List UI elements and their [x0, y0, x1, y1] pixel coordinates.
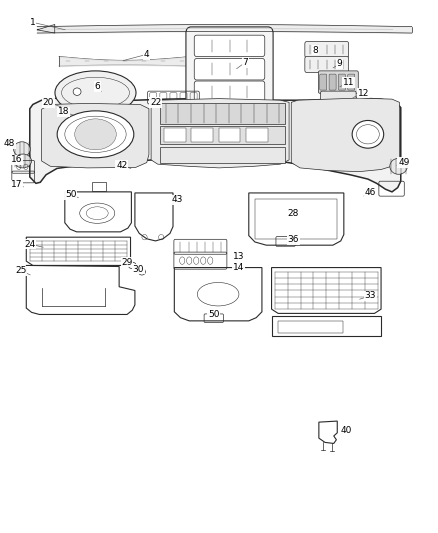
- Text: 14: 14: [233, 263, 244, 272]
- Ellipse shape: [57, 111, 134, 158]
- Ellipse shape: [55, 71, 136, 115]
- Text: 22: 22: [150, 98, 161, 107]
- Text: 40: 40: [340, 426, 352, 435]
- FancyBboxPatch shape: [186, 27, 273, 139]
- FancyBboxPatch shape: [305, 42, 349, 58]
- Text: 1: 1: [30, 18, 36, 27]
- Ellipse shape: [74, 119, 116, 150]
- Text: 7: 7: [242, 58, 248, 67]
- Bar: [255, 199, 337, 239]
- Text: 33: 33: [364, 292, 376, 300]
- Text: 18: 18: [58, 108, 69, 116]
- Text: 29: 29: [121, 258, 133, 266]
- FancyBboxPatch shape: [194, 81, 265, 102]
- Text: 50: 50: [208, 310, 219, 319]
- Polygon shape: [37, 25, 55, 33]
- Bar: [92, 182, 106, 191]
- Bar: [219, 128, 240, 142]
- Text: 17: 17: [11, 181, 22, 189]
- Ellipse shape: [14, 154, 32, 168]
- Polygon shape: [30, 98, 401, 192]
- Ellipse shape: [390, 158, 407, 174]
- FancyBboxPatch shape: [194, 59, 265, 80]
- Text: 25: 25: [15, 266, 27, 275]
- Text: 48: 48: [4, 140, 15, 148]
- Ellipse shape: [73, 88, 81, 95]
- FancyBboxPatch shape: [339, 74, 346, 90]
- Text: 11: 11: [343, 78, 354, 87]
- Text: 24: 24: [24, 240, 35, 248]
- Bar: [246, 128, 268, 142]
- FancyBboxPatch shape: [305, 56, 349, 72]
- Text: 4: 4: [144, 50, 149, 59]
- FancyBboxPatch shape: [329, 74, 336, 90]
- Bar: [191, 128, 213, 142]
- Text: 16: 16: [11, 156, 22, 164]
- Text: 42: 42: [116, 161, 127, 169]
- Text: 43: 43: [172, 196, 183, 204]
- Polygon shape: [291, 98, 399, 172]
- Text: 28: 28: [287, 209, 298, 217]
- Text: 49: 49: [398, 158, 410, 167]
- Text: 46: 46: [364, 189, 376, 197]
- Text: 30: 30: [133, 265, 144, 273]
- Bar: [278, 321, 343, 333]
- Ellipse shape: [352, 120, 384, 148]
- Text: 36: 36: [288, 236, 299, 244]
- Ellipse shape: [14, 142, 30, 157]
- Text: 12: 12: [358, 89, 369, 98]
- FancyBboxPatch shape: [194, 102, 265, 124]
- Polygon shape: [42, 103, 149, 168]
- FancyBboxPatch shape: [194, 35, 265, 56]
- FancyBboxPatch shape: [348, 74, 355, 90]
- Bar: [160, 103, 285, 124]
- Text: 13: 13: [233, 253, 244, 261]
- Bar: [160, 126, 285, 144]
- FancyBboxPatch shape: [318, 71, 358, 93]
- FancyBboxPatch shape: [320, 74, 327, 90]
- Bar: [272, 316, 381, 336]
- Text: 9: 9: [336, 60, 343, 68]
- Text: 8: 8: [312, 46, 318, 54]
- Bar: [164, 128, 186, 142]
- FancyBboxPatch shape: [321, 91, 356, 102]
- Text: 6: 6: [94, 82, 100, 91]
- Polygon shape: [151, 99, 289, 168]
- Text: 20: 20: [42, 98, 54, 107]
- Text: 50: 50: [65, 190, 77, 199]
- Bar: [160, 147, 285, 163]
